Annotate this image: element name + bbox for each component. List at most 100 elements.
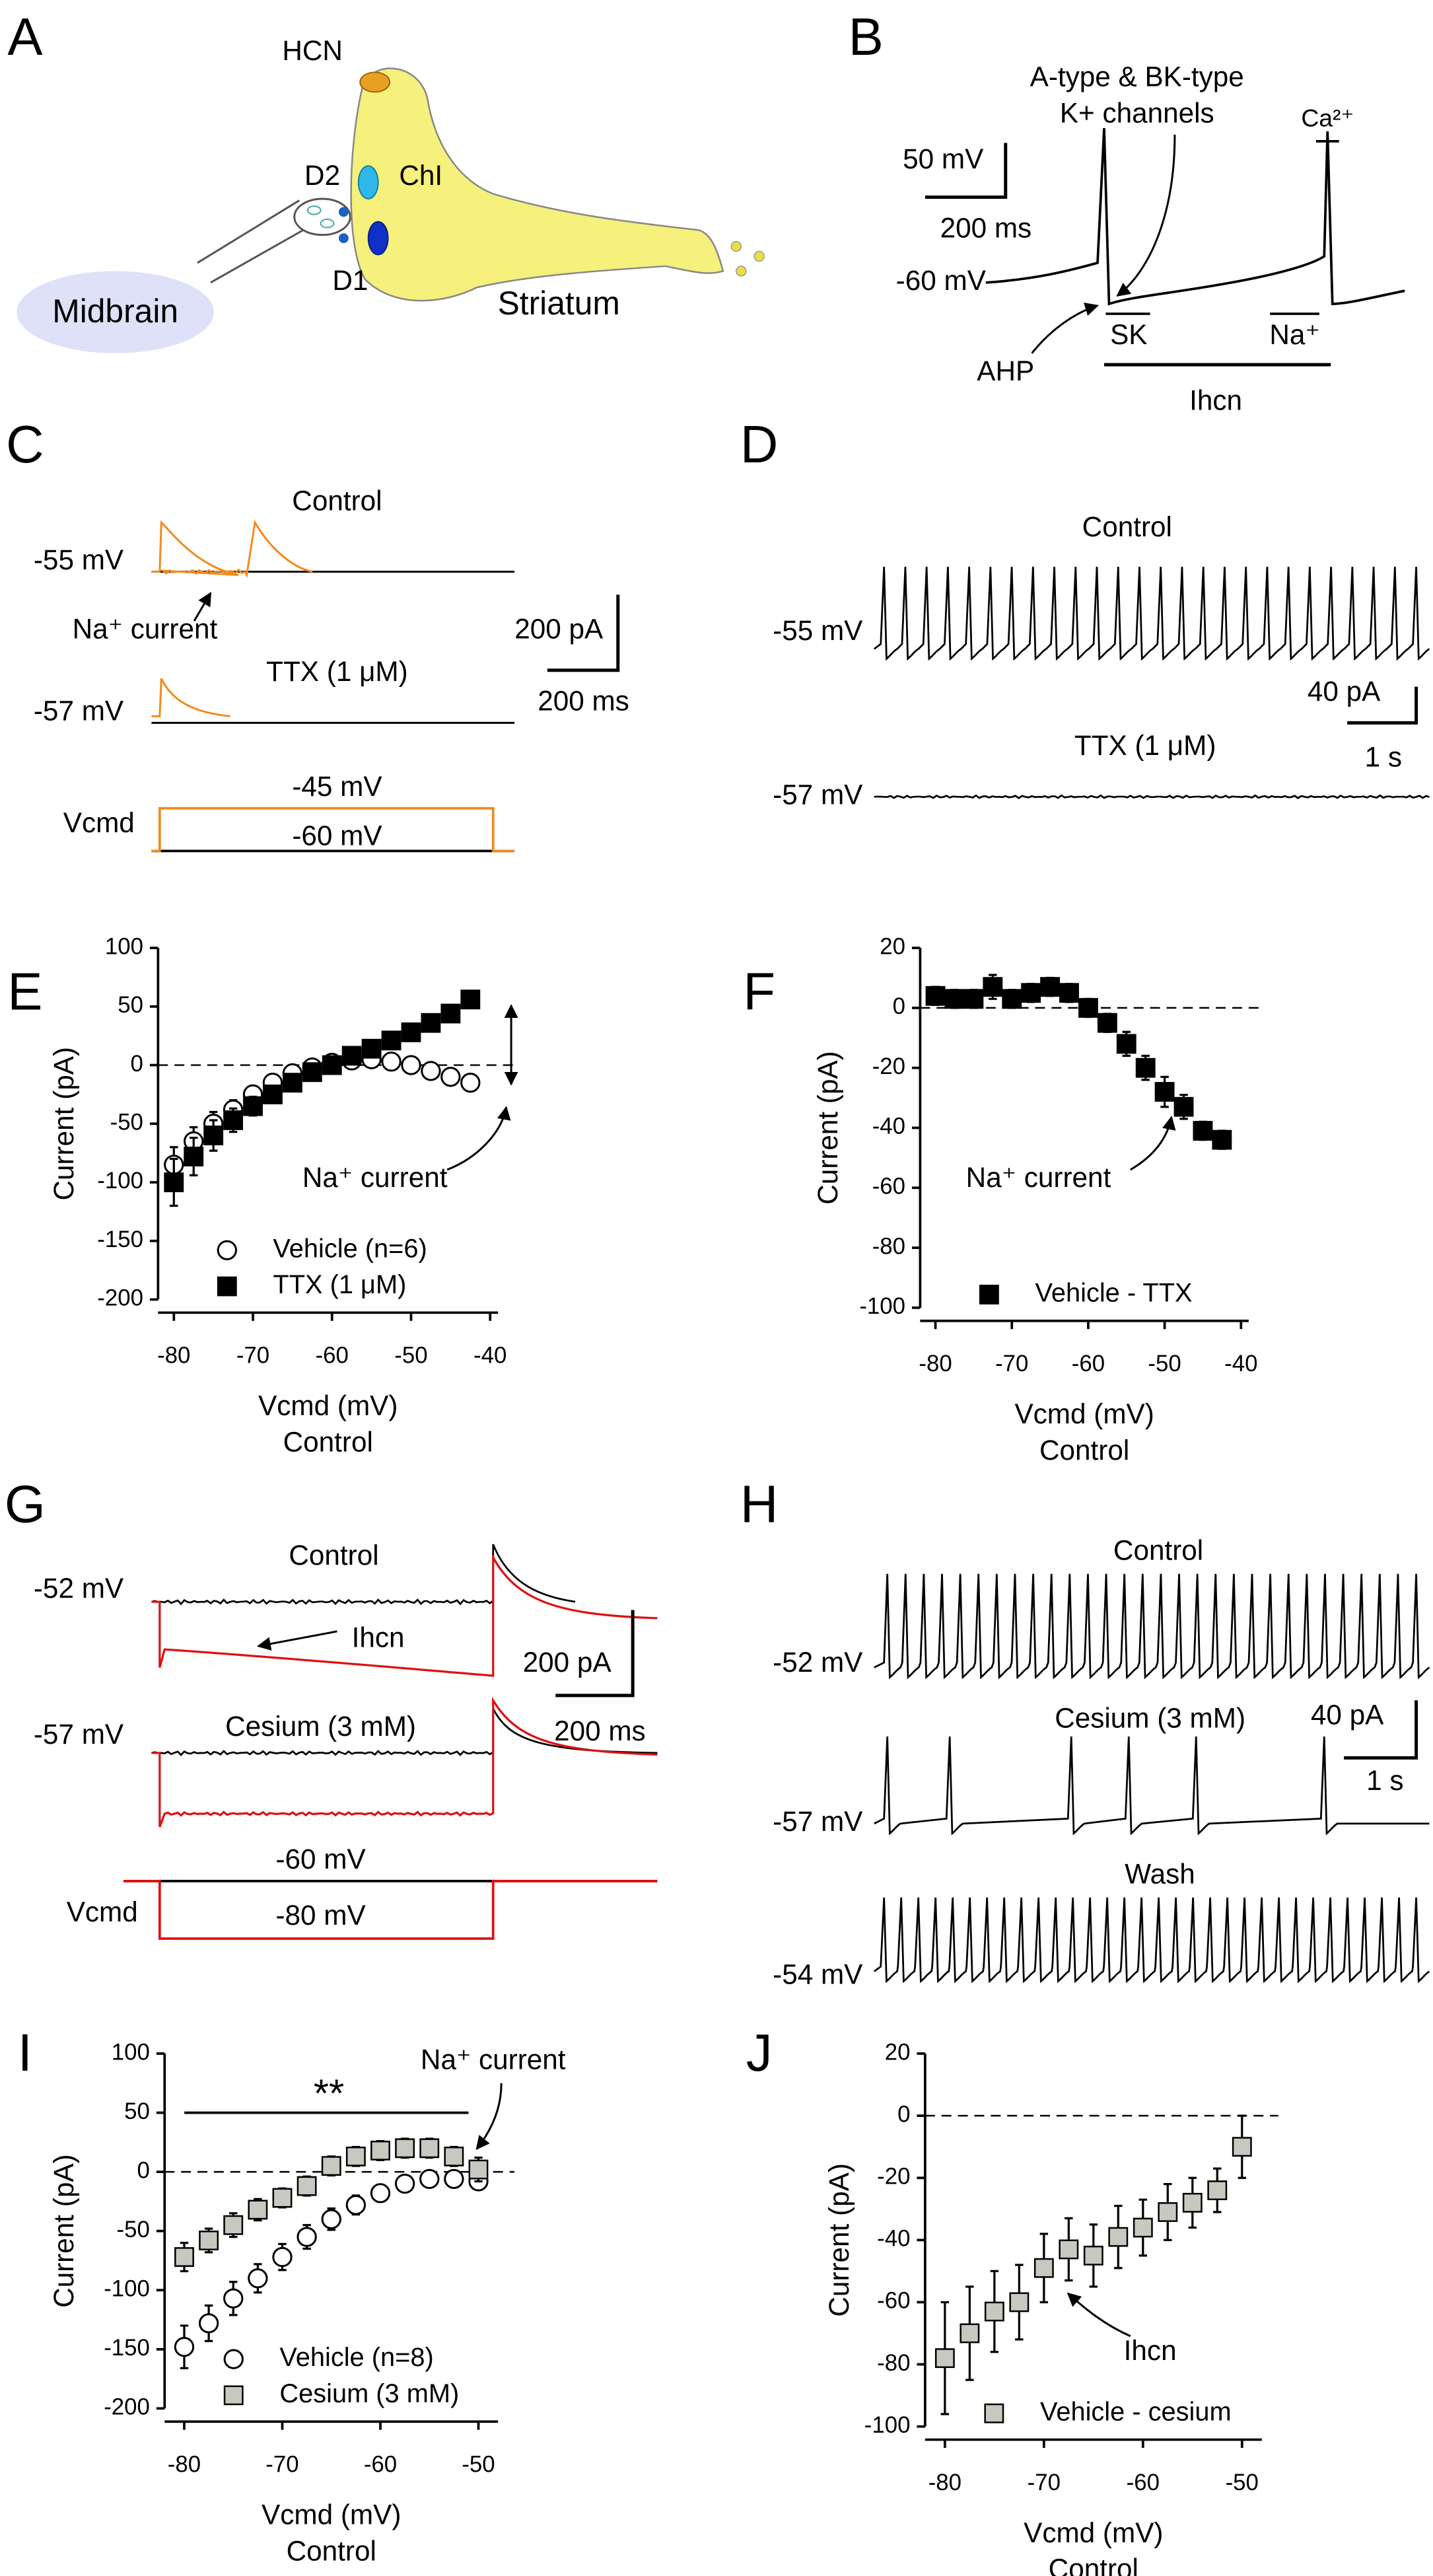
point: [174, 2337, 195, 2357]
trace: [151, 519, 313, 579]
point: [1133, 2217, 1153, 2238]
label: 40 pA: [1308, 676, 1381, 707]
trace: [151, 1544, 576, 1606]
label: Striatum: [498, 285, 620, 322]
point: [934, 2348, 955, 2369]
y-tick-label: -40: [877, 2226, 910, 2252]
legend-marker: [217, 1240, 237, 1260]
point: [1009, 2292, 1030, 2312]
point: [282, 1073, 302, 1093]
axon: [210, 225, 310, 284]
label: A-type & BK-type: [1030, 61, 1244, 92]
point: [401, 1055, 421, 1075]
label: -57 mV: [34, 1719, 123, 1750]
point: [1059, 983, 1079, 1003]
label: -57 mV: [773, 1806, 862, 1837]
x-tick-label: -50: [394, 1343, 427, 1369]
label: Control: [289, 1540, 378, 1571]
trace: [873, 567, 1430, 661]
legend-label: Vehicle - TTX: [1035, 1278, 1193, 1307]
x-axis-sublabel: Control: [1039, 1435, 1129, 1466]
label: TTX (1 μM): [266, 656, 408, 687]
arrow: [257, 1630, 337, 1651]
point: [341, 1046, 362, 1066]
legend-label: Vehicle - cesium: [1040, 2397, 1232, 2426]
label: -60 mV: [292, 820, 382, 851]
label: Wash: [1125, 1859, 1195, 1890]
label: -57 mV: [34, 696, 123, 727]
panel-letter: G: [5, 1474, 46, 1533]
point: [223, 2288, 244, 2308]
point: [401, 1022, 421, 1042]
legend-marker: [979, 1285, 999, 1305]
y-tick-label: -60: [877, 2288, 910, 2314]
d2-receptor: [357, 165, 379, 199]
label: -60 mV: [275, 1843, 365, 1875]
y-tick-label: -20: [872, 1054, 905, 1079]
x-tick-label: -60: [1127, 2470, 1160, 2495]
x-tick-label: -50: [1148, 1351, 1181, 1377]
trace: [873, 1897, 1430, 1984]
x-tick-label: -70: [265, 2452, 298, 2478]
point: [1108, 2227, 1129, 2247]
vcmd-step: [123, 1880, 658, 1940]
scale-bar: [547, 594, 620, 672]
y-tick-label: -100: [864, 2412, 911, 2438]
point: [1207, 2180, 1228, 2201]
label: SK: [1110, 319, 1147, 350]
label: Control: [292, 485, 382, 516]
point: [1021, 983, 1041, 1003]
y-tick-label: -150: [104, 2335, 150, 2361]
label: AHP: [977, 355, 1034, 386]
panel-letter: J: [746, 2023, 773, 2082]
trace: [151, 1553, 658, 1677]
label: ChI: [399, 160, 442, 191]
scale-bar: [925, 143, 1008, 199]
label: 40 pA: [1311, 1699, 1384, 1730]
legend-marker: [223, 2385, 244, 2406]
point: [243, 1096, 263, 1116]
label: -57 mV: [773, 779, 862, 810]
label: Ihcn: [1189, 385, 1242, 416]
x-tick-label: -80: [919, 1351, 952, 1377]
point: [1135, 1057, 1156, 1078]
label: 200 pA: [523, 1647, 612, 1678]
point: [1059, 2239, 1079, 2260]
trace: [151, 678, 230, 717]
y-tick-label: 50: [124, 2098, 150, 2124]
y-tick-label: -100: [859, 1293, 905, 1319]
point: [345, 2195, 367, 2215]
x-axis-sublabel: Control: [287, 2535, 376, 2566]
point: [164, 1172, 184, 1192]
point: [272, 2246, 293, 2268]
point: [1154, 1082, 1175, 1102]
point: [1078, 998, 1098, 1018]
annotation-arrow: [446, 1106, 511, 1171]
vesicle: [306, 205, 322, 215]
annotation-arrow: [1066, 2292, 1131, 2338]
point: [184, 1147, 204, 1166]
point: [944, 989, 965, 1009]
y-axis-label: Current (pA): [48, 1047, 79, 1201]
d1-receptor: [367, 221, 389, 256]
scale-bar: [555, 1610, 635, 1698]
label: Ihcn: [352, 1622, 405, 1653]
trace: [985, 127, 1405, 306]
hcn-channel: [359, 71, 391, 93]
y-tick-label: 0: [897, 2101, 910, 2127]
point: [263, 1084, 283, 1104]
label: 200 ms: [940, 212, 1032, 243]
panel-letter: A: [7, 7, 42, 66]
annotation-arrow: [1130, 1116, 1176, 1171]
point: [419, 2138, 440, 2159]
point: [1212, 1129, 1232, 1150]
y-axis-label: Current (pA): [823, 2163, 855, 2317]
point: [302, 1062, 322, 1083]
axon: [197, 199, 300, 264]
point: [1083, 2245, 1103, 2266]
axon-terminal: [293, 197, 351, 236]
x-tick-label: -70: [995, 1351, 1028, 1377]
point: [444, 2168, 464, 2190]
point: [395, 2138, 415, 2159]
